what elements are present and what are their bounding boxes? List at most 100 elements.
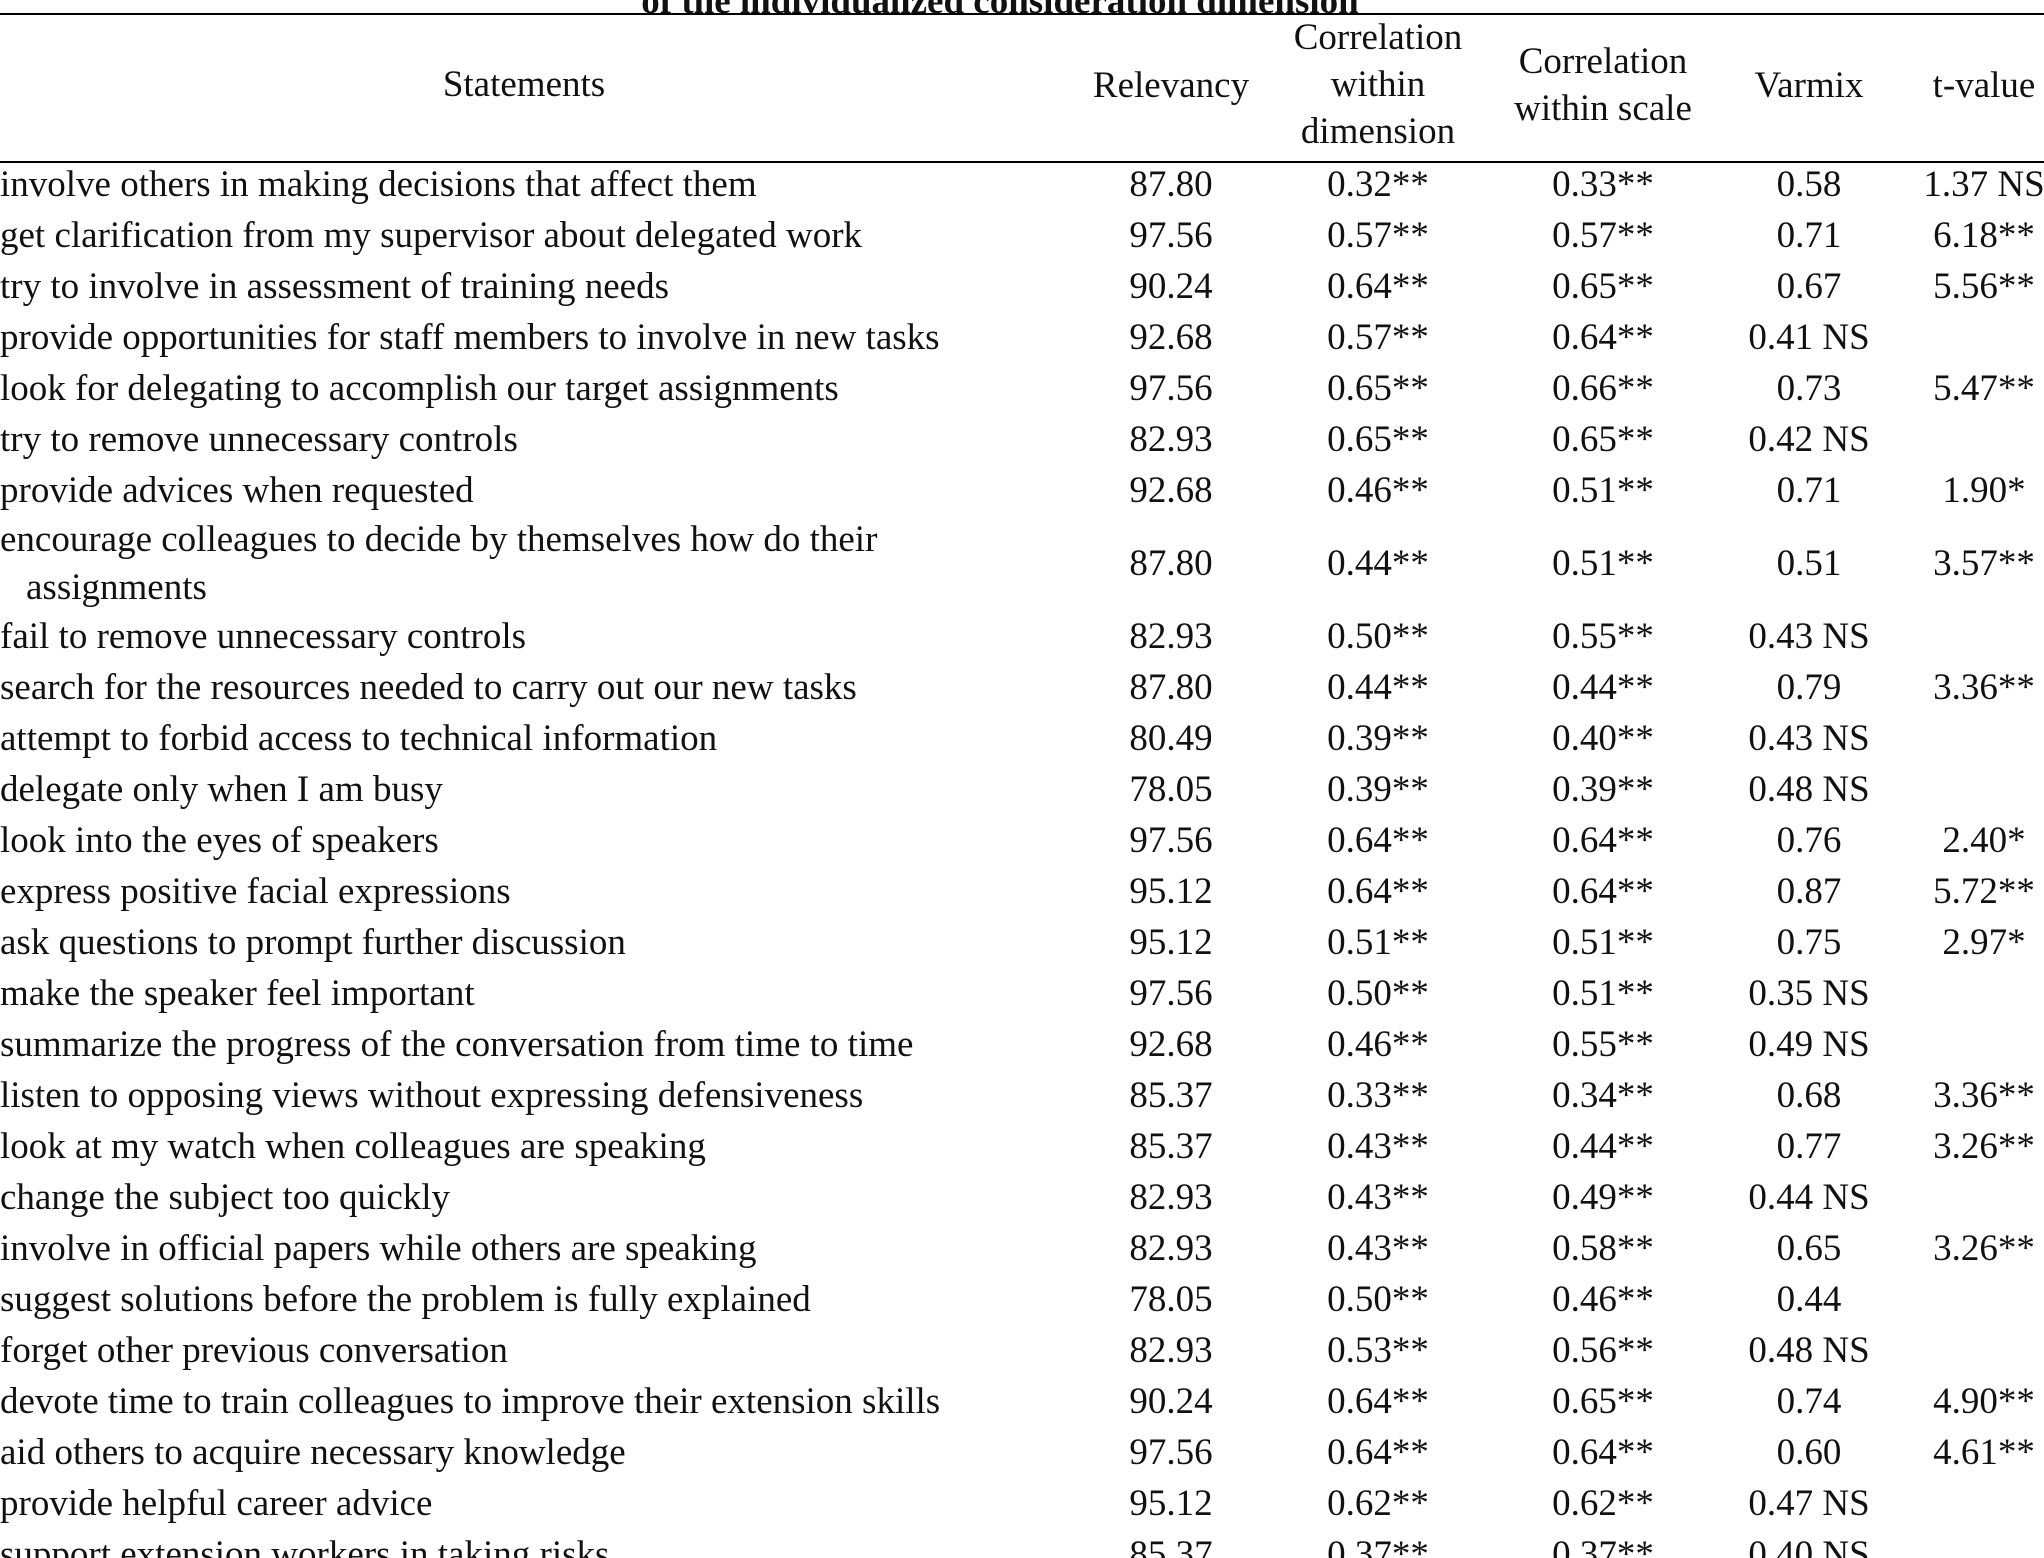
value-cell: 0.51** [1552, 543, 1654, 584]
value-cell: 95.12 [1129, 1483, 1213, 1524]
value-cell: 0.71 [1776, 470, 1842, 511]
value-cell: 0.43 NS [1748, 718, 1870, 759]
value-cell: 0.49 NS [1748, 1024, 1870, 1065]
value-cell: 0.65** [1552, 1381, 1654, 1422]
value-cell: 87.80 [1129, 543, 1213, 584]
statement: try to involve in assessment of training… [0, 266, 669, 307]
value-cell: 0.44** [1552, 667, 1654, 708]
statement: search for the resources needed to carry… [0, 667, 857, 708]
value-cell: 0.65** [1552, 266, 1654, 307]
header-cell: Relevancy [1092, 65, 1250, 106]
value-cell: 0.39** [1327, 769, 1429, 810]
value-cell: 0.64** [1327, 820, 1429, 861]
value-cell: 0.73 [1776, 368, 1842, 409]
caption: of the individualized consideration dime… [641, 0, 1359, 22]
value-cell: 97.56 [1129, 820, 1213, 861]
value-cell: 90.24 [1129, 1381, 1213, 1422]
value-cell: 0.42 NS [1748, 419, 1870, 460]
value-cell: 0.41 NS [1748, 317, 1870, 358]
statement: try to remove unnecessary controls [0, 419, 518, 460]
header-cell: Correlation within scale [1514, 41, 1692, 129]
statement: aid others to acquire necessary knowledg… [0, 1432, 626, 1473]
value-cell: 0.60 [1776, 1432, 1842, 1473]
value-cell: 0.67 [1776, 266, 1842, 307]
value-cell: 3.36** [1933, 667, 2035, 708]
value-cell: 4.61** [1933, 1432, 2035, 1473]
header-rule [0, 161, 2044, 163]
value-cell: 92.68 [1129, 470, 1213, 511]
value-cell: 0.46** [1327, 470, 1429, 511]
value-cell: 0.51** [1327, 922, 1429, 963]
value-cell: 3.26** [1933, 1126, 2035, 1167]
value-cell: 0.47 NS [1748, 1483, 1870, 1524]
value-cell: 0.50** [1327, 616, 1429, 657]
statement: provide helpful career advice [0, 1483, 433, 1524]
value-cell: 0.58 [1776, 164, 1842, 205]
value-cell: 3.26** [1933, 1228, 2035, 1269]
value-cell: 82.93 [1129, 419, 1213, 460]
value-cell: 0.48 NS [1748, 1330, 1870, 1371]
value-cell: 78.05 [1129, 769, 1213, 810]
statement: delegate only when I am busy [0, 769, 443, 810]
value-cell: 0.87 [1776, 871, 1842, 912]
header-cell: Correlation within dimension [1293, 17, 1463, 152]
value-cell: 0.79 [1776, 667, 1842, 708]
value-cell: 0.65 [1776, 1228, 1842, 1269]
statement: assignments [26, 567, 207, 608]
value-cell: 4.90** [1933, 1381, 2035, 1422]
value-cell: 0.75 [1776, 922, 1842, 963]
statement: forget other previous conversation [0, 1330, 508, 1371]
value-cell: 0.65** [1327, 419, 1429, 460]
value-cell: 97.56 [1129, 368, 1213, 409]
header-cell: Varmix [1754, 65, 1864, 106]
value-cell: 0.39** [1327, 718, 1429, 759]
value-cell: 82.93 [1129, 1330, 1213, 1371]
value-cell: 95.12 [1129, 871, 1213, 912]
statement: get clarification from my supervisor abo… [0, 215, 863, 256]
value-cell: 0.44 NS [1748, 1177, 1870, 1218]
value-cell: 0.32** [1327, 164, 1429, 205]
value-cell: 85.37 [1129, 1075, 1213, 1116]
value-cell: 0.71 [1776, 215, 1842, 256]
value-cell: 97.56 [1129, 973, 1213, 1014]
value-cell: 0.65** [1327, 368, 1429, 409]
value-cell: 0.77 [1776, 1126, 1842, 1167]
value-cell: 0.74 [1776, 1381, 1842, 1422]
value-cell: 2.40* [1942, 820, 2026, 861]
value-cell: 0.39** [1552, 769, 1654, 810]
statement: change the subject too quickly [0, 1177, 451, 1218]
value-cell: 0.44** [1552, 1126, 1654, 1167]
value-cell: 80.49 [1129, 718, 1213, 759]
value-cell: 0.64** [1327, 266, 1429, 307]
value-cell: 0.40** [1552, 718, 1654, 759]
value-cell: 0.37** [1327, 1534, 1429, 1558]
value-cell: 0.50** [1327, 973, 1429, 1014]
value-cell: 0.57** [1552, 215, 1654, 256]
value-cell: 0.64** [1552, 317, 1654, 358]
value-cell: 90.24 [1129, 266, 1213, 307]
value-cell: 0.58** [1552, 1228, 1654, 1269]
value-cell: 0.51** [1552, 922, 1654, 963]
value-cell: 5.47** [1933, 368, 2035, 409]
statement: involve in official papers while others … [0, 1228, 757, 1269]
value-cell: 87.80 [1129, 164, 1213, 205]
value-cell: 0.64** [1327, 1432, 1429, 1473]
statement: attempt to forbid access to technical in… [0, 718, 718, 759]
value-cell: 0.44** [1327, 543, 1429, 584]
statement: ask questions to prompt further discussi… [0, 922, 626, 963]
value-cell: 0.62** [1552, 1483, 1654, 1524]
value-cell: 0.43** [1327, 1126, 1429, 1167]
value-cell: 3.57** [1933, 543, 2035, 584]
statement: make the speaker feel important [0, 973, 475, 1014]
value-cell: 6.18** [1933, 215, 2035, 256]
statement: support extension workers in taking risk… [0, 1534, 610, 1558]
value-cell: 3.36** [1933, 1075, 2035, 1116]
value-cell: 85.37 [1129, 1534, 1213, 1558]
value-cell: 0.66** [1552, 368, 1654, 409]
value-cell: 2.97* [1942, 922, 2026, 963]
value-cell: 82.93 [1129, 1177, 1213, 1218]
value-cell: 0.68 [1776, 1075, 1842, 1116]
value-cell: 85.37 [1129, 1126, 1213, 1167]
header-cell: t-value [1932, 65, 2036, 106]
